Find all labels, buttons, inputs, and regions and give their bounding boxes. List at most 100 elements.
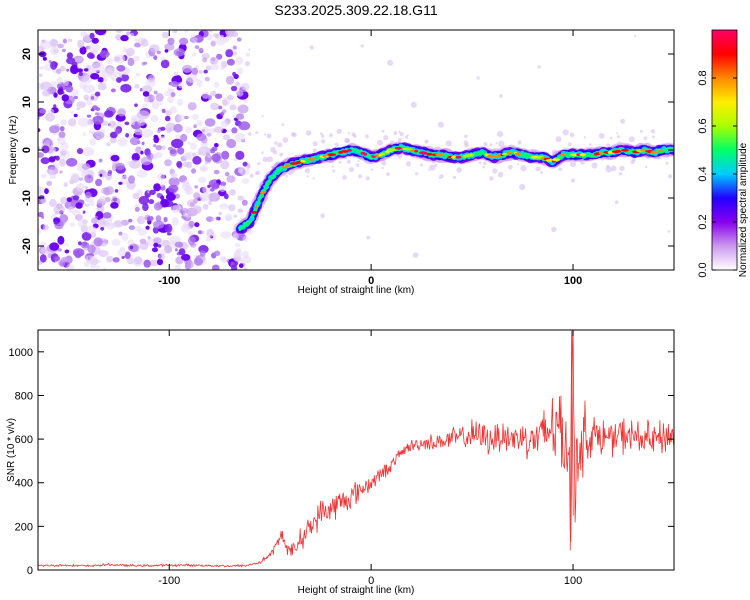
noise-blob xyxy=(331,165,334,168)
noise-blob xyxy=(61,91,65,95)
noise-blob xyxy=(83,94,89,101)
ridge-hotspot xyxy=(260,191,266,195)
noise-blob xyxy=(207,184,211,188)
noise-blob xyxy=(210,102,220,111)
noise-blob xyxy=(141,141,145,146)
noise-blob xyxy=(161,239,171,247)
noise-blob xyxy=(244,61,251,67)
noise-blob xyxy=(241,250,249,258)
noise-blob xyxy=(61,94,69,102)
noise-blob xyxy=(149,44,160,53)
noise-blob xyxy=(237,166,244,174)
ridge-blob xyxy=(273,173,277,177)
ridge-blob xyxy=(249,220,253,223)
noise-blob xyxy=(650,129,656,134)
noise-blob xyxy=(46,180,53,187)
noise-blob xyxy=(93,237,103,247)
noise-blob xyxy=(82,210,86,214)
noise-blob xyxy=(97,169,108,178)
noise-blob xyxy=(92,115,104,125)
noise-blob xyxy=(129,245,134,250)
noise-blob xyxy=(121,232,129,242)
noise-blob xyxy=(211,153,221,163)
noise-blob xyxy=(115,128,121,135)
noise-blob xyxy=(209,148,216,154)
noise-blob xyxy=(81,231,92,241)
noise-blob xyxy=(309,45,314,50)
ridge-hotspot xyxy=(506,151,512,155)
snr-frame xyxy=(37,329,675,571)
noise-blob xyxy=(244,267,247,270)
noise-blob xyxy=(220,160,230,170)
ridge-blob xyxy=(257,199,261,202)
noise-blob xyxy=(135,72,141,77)
noise-blob xyxy=(347,132,350,135)
noise-blob xyxy=(153,183,162,192)
ridge-hotspot xyxy=(394,146,402,150)
noise-blob xyxy=(235,243,241,248)
noise-blob xyxy=(220,60,228,69)
noise-blob xyxy=(358,174,363,179)
noise-blob xyxy=(184,115,189,120)
noise-blob xyxy=(321,134,325,138)
y-tick-label: 0 xyxy=(21,147,33,153)
noise-blob xyxy=(233,214,238,218)
y-tick-label: 20 xyxy=(21,48,33,60)
noise-blob xyxy=(84,174,94,184)
noise-blob xyxy=(405,161,411,167)
noise-blob xyxy=(50,61,58,70)
noise-blob xyxy=(160,126,166,131)
noise-blob xyxy=(232,233,239,240)
noise-blob xyxy=(225,49,234,58)
noise-blob xyxy=(109,136,117,144)
noise-blob xyxy=(199,165,208,172)
ridge-hotspot xyxy=(501,152,509,156)
ridge-blob xyxy=(263,187,267,191)
noise-blob xyxy=(237,67,244,75)
noise-blob xyxy=(125,133,129,138)
noise-blob xyxy=(312,148,317,153)
ridge-hotspot xyxy=(380,152,386,156)
noise-blob xyxy=(164,49,169,53)
noise-blob xyxy=(492,168,498,174)
noise-blob xyxy=(381,160,387,166)
noise-blob xyxy=(113,54,126,64)
noise-blob xyxy=(238,121,251,131)
noise-blob xyxy=(158,253,166,260)
noise-blob xyxy=(237,208,244,213)
x-tick-label: 100 xyxy=(564,275,582,287)
noise-blob xyxy=(94,91,101,97)
noise-blob xyxy=(174,264,182,270)
noise-blob xyxy=(127,57,135,67)
noise-blob xyxy=(61,48,66,53)
noise-blob xyxy=(320,132,324,136)
ridge-hotspot xyxy=(426,152,433,156)
noise-blob xyxy=(136,110,150,120)
noise-blob xyxy=(175,134,181,140)
noise-blob xyxy=(57,88,64,95)
noise-blob xyxy=(230,85,238,92)
noise-blob xyxy=(186,74,198,83)
noise-blob xyxy=(234,133,246,142)
noise-blob xyxy=(334,142,339,147)
noise-blob xyxy=(224,172,230,177)
noise-blob xyxy=(49,242,60,251)
noise-blob xyxy=(193,198,199,204)
noise-blob xyxy=(112,257,120,263)
noise-blob xyxy=(516,163,519,166)
noise-blob xyxy=(66,157,78,167)
noise-blob xyxy=(639,129,643,133)
noise-blob xyxy=(634,35,637,38)
noise-blob xyxy=(69,222,76,227)
noise-blob xyxy=(153,242,159,248)
noise-blob xyxy=(338,160,342,164)
noise-blob xyxy=(220,120,229,128)
noise-blob xyxy=(58,131,66,139)
noise-blob xyxy=(555,136,562,143)
noise-blob xyxy=(123,72,128,76)
noise-blob xyxy=(64,249,70,254)
noise-blob xyxy=(115,34,122,41)
noise-blob xyxy=(116,77,122,83)
ridge-hotspot xyxy=(469,153,475,157)
noise-blob xyxy=(100,226,105,231)
